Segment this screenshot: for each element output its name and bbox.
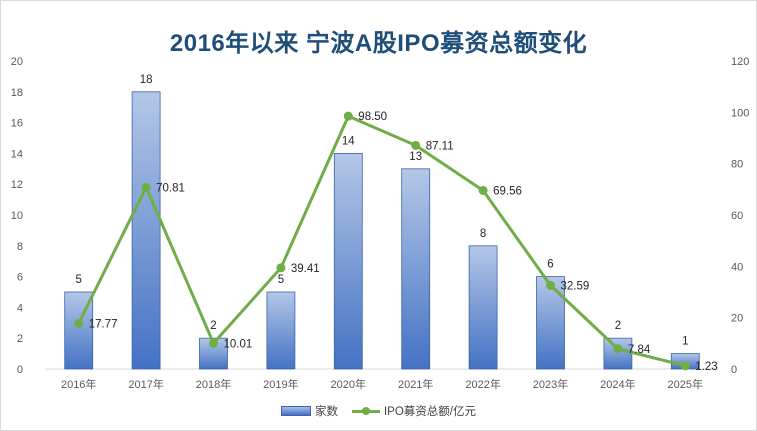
y-left-tick-label: 2 xyxy=(17,333,23,345)
line-point xyxy=(680,361,690,371)
legend-line-label: IPO募资总额/亿元 xyxy=(383,406,476,418)
line-point xyxy=(478,185,488,195)
bar-value-label: 1 xyxy=(682,336,688,348)
bar-value-label: 5 xyxy=(278,274,284,286)
y-right-tick-label: 40 xyxy=(731,261,743,273)
x-tick-label: 2023年 xyxy=(533,377,568,391)
line-path xyxy=(77,114,686,368)
line-value-label: 70.81 xyxy=(156,182,185,194)
y-left-tick-label: 10 xyxy=(11,210,23,222)
y-right-tick-label: 0 xyxy=(731,364,737,376)
y-left-tick-label: 4 xyxy=(17,302,23,314)
y-left-tick-label: 0 xyxy=(17,364,23,376)
bar-value-label: 8 xyxy=(480,228,486,240)
bars xyxy=(64,91,700,370)
y-left-tick-label: 6 xyxy=(17,272,23,284)
bar-value-label: 13 xyxy=(409,151,422,163)
bar-value-label: 2 xyxy=(615,320,621,332)
legend-bar-swatch xyxy=(280,406,311,416)
y-right-tick-label: 120 xyxy=(731,56,749,68)
line-value-label: 87.11 xyxy=(426,140,454,152)
y-left-tick-label: 8 xyxy=(17,241,23,253)
bar-value-label: 2 xyxy=(210,320,216,332)
line-value-label: 69.56 xyxy=(493,185,522,197)
line-value-label: 7.84 xyxy=(628,344,651,356)
line-point xyxy=(74,318,84,328)
line-value-label: 98.50 xyxy=(358,111,387,123)
legend-bar-label: 家数 xyxy=(314,406,338,418)
bar xyxy=(603,337,633,370)
bar-value-label: 5 xyxy=(75,274,81,286)
bar xyxy=(333,152,363,370)
y-left-tick-label: 12 xyxy=(11,179,23,191)
line-value-label: 39.41 xyxy=(291,263,320,275)
line-point xyxy=(343,111,353,121)
y-right-tick-label: 100 xyxy=(731,107,749,119)
bar-value-label: 14 xyxy=(342,135,355,147)
line-point xyxy=(613,344,623,354)
line-point xyxy=(141,182,151,192)
x-tick-label: 2025年 xyxy=(668,377,703,391)
chart-title: 2016年以来 宁波A股IPO募资总额变化 xyxy=(169,30,588,57)
legend-line-swatch xyxy=(351,406,380,415)
bar xyxy=(536,276,565,370)
y-right-tick-label: 80 xyxy=(731,159,743,171)
legend-item-bar: 家数 xyxy=(280,403,338,419)
bar xyxy=(401,168,431,370)
line-point xyxy=(411,140,421,150)
x-tick-label: 2018年 xyxy=(196,377,231,391)
line-value-label: 17.77 xyxy=(89,318,118,330)
line-value-label: 1.23 xyxy=(695,361,717,373)
legend: 家数 IPO募资总额/亿元 xyxy=(1,403,756,419)
x-tick-label: 2016年 xyxy=(61,377,96,391)
line-value-label: 10.01 xyxy=(224,338,253,350)
bar-value-label: 6 xyxy=(547,259,553,271)
legend-item-line: IPO募资总额/亿元 xyxy=(351,403,476,419)
line-point xyxy=(209,338,218,348)
y-right-tick-label: 20 xyxy=(731,313,743,325)
line-point xyxy=(546,280,555,290)
bar xyxy=(131,91,161,370)
bar-value-label: 18 xyxy=(140,74,153,86)
x-tick-label: 2019年 xyxy=(263,377,298,391)
x-tick-label: 2017年 xyxy=(128,377,163,391)
y-left-tick-label: 14 xyxy=(11,148,23,160)
x-tick-label: 2022年 xyxy=(465,377,500,391)
data-labels: 5 18 2 5 14 13 8 6 2 1 17.77 70.81 10.01 39.41 98.50 87… xyxy=(75,74,717,373)
y-left-tick-label: 18 xyxy=(11,87,23,99)
line-value-label: 32.59 xyxy=(561,280,590,292)
x-tick-label: 2024年 xyxy=(600,377,635,391)
y-left-tick-label: 16 xyxy=(11,118,23,130)
x-tick-label: 2020年 xyxy=(331,377,366,391)
bar xyxy=(468,245,498,370)
line-point xyxy=(276,263,286,273)
y-left-tick-label: 20 xyxy=(11,56,23,68)
line-series xyxy=(74,111,690,371)
x-tick-label: 2021年 xyxy=(398,377,433,391)
bar xyxy=(266,291,296,370)
y-right-tick-label: 60 xyxy=(731,210,743,222)
